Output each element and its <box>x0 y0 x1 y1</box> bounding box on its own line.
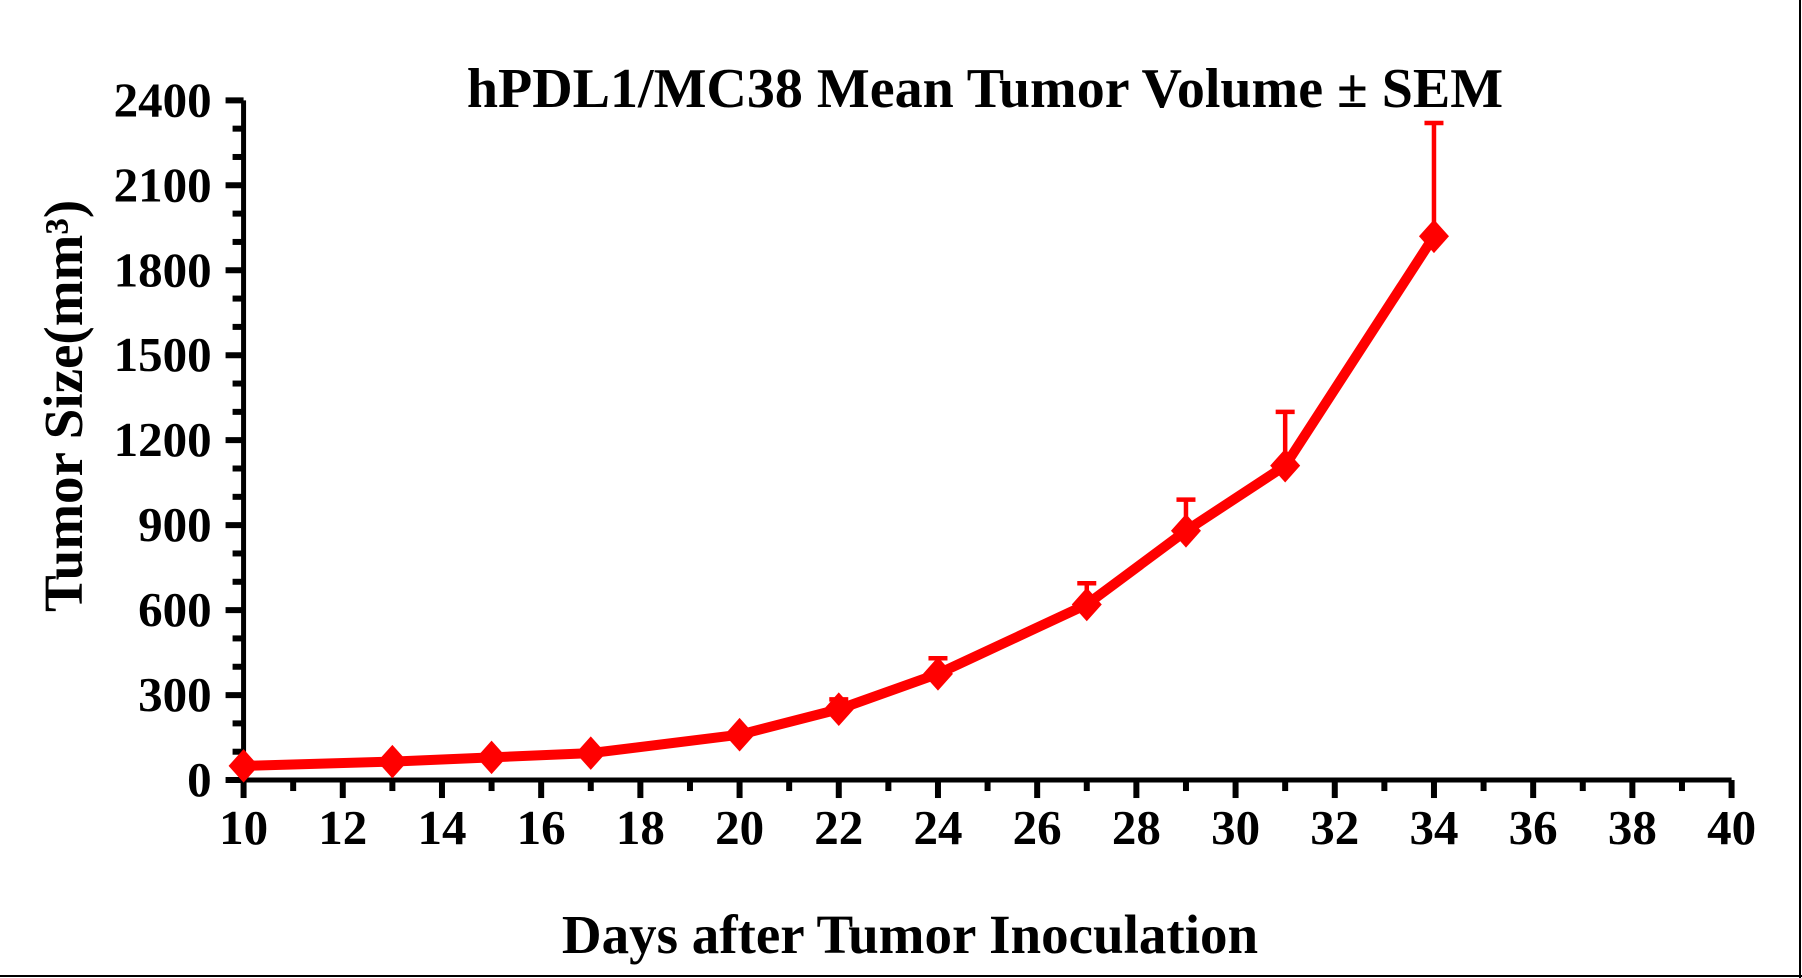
svg-text:34: 34 <box>1409 800 1458 855</box>
svg-text:14: 14 <box>417 800 466 855</box>
svg-text:38: 38 <box>1608 800 1657 855</box>
svg-text:32: 32 <box>1310 800 1359 855</box>
svg-text:20: 20 <box>715 800 764 855</box>
svg-text:Days after Tumor Inoculation: Days after Tumor Inoculation <box>562 904 1258 965</box>
svg-text:24: 24 <box>913 800 962 855</box>
svg-text:hPDL1/MC38 Mean Tumor Volume ±: hPDL1/MC38 Mean Tumor Volume ± SEM <box>467 58 1503 120</box>
svg-text:0: 0 <box>187 752 212 807</box>
svg-text:18: 18 <box>616 800 665 855</box>
svg-text:26: 26 <box>1013 800 1062 855</box>
svg-text:Tumor Size(mm³): Tumor Size(mm³) <box>33 200 94 612</box>
svg-text:40: 40 <box>1707 800 1756 855</box>
svg-text:1500: 1500 <box>114 327 212 382</box>
svg-text:10: 10 <box>219 800 268 855</box>
svg-text:16: 16 <box>517 800 566 855</box>
svg-text:2400: 2400 <box>114 72 212 127</box>
svg-text:22: 22 <box>814 800 863 855</box>
svg-text:600: 600 <box>138 582 212 637</box>
svg-text:1800: 1800 <box>114 242 212 297</box>
svg-text:12: 12 <box>318 800 367 855</box>
svg-text:900: 900 <box>138 497 212 552</box>
svg-text:300: 300 <box>138 667 212 722</box>
svg-text:36: 36 <box>1509 800 1558 855</box>
svg-text:30: 30 <box>1211 800 1260 855</box>
svg-text:2100: 2100 <box>114 157 212 212</box>
svg-text:1200: 1200 <box>114 412 212 467</box>
svg-text:28: 28 <box>1112 800 1161 855</box>
